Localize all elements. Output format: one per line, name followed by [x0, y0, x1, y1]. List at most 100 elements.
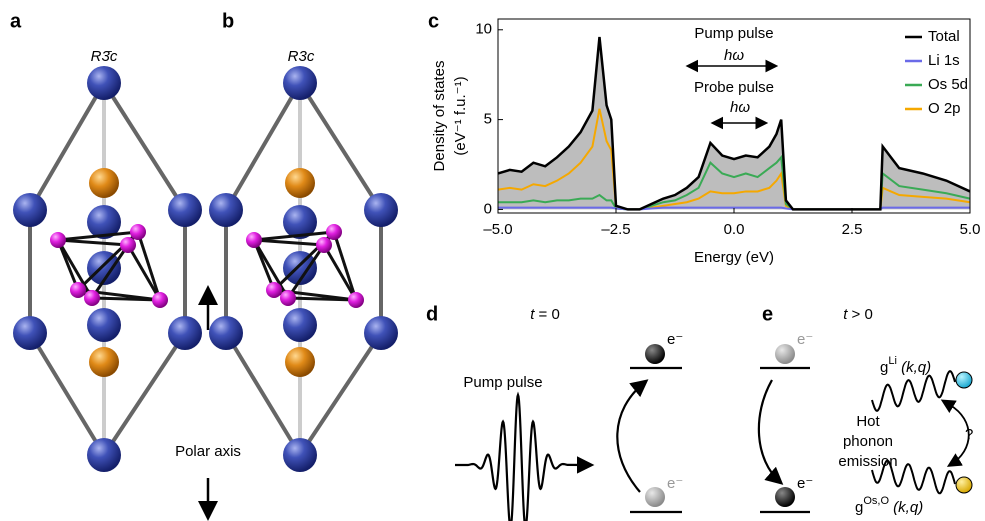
bond [286, 244, 326, 299]
superscript: Li [888, 355, 897, 367]
atom [89, 347, 119, 377]
legend-label: Os 5d [928, 76, 968, 93]
atom [13, 193, 47, 227]
atom [130, 224, 146, 240]
atom [280, 290, 296, 306]
coupling-label: gLi (k,q) [880, 355, 931, 376]
atom [87, 66, 121, 100]
bond [57, 230, 139, 242]
bond [28, 81, 106, 212]
bond [91, 296, 161, 302]
panel-label: d [426, 303, 438, 325]
args: (k,q) [889, 499, 923, 516]
phonon-wave [871, 459, 956, 495]
time-var: t [843, 306, 848, 323]
bond [224, 331, 302, 457]
bond [102, 331, 187, 457]
atom [266, 282, 282, 298]
series-line [497, 36, 971, 211]
atom [84, 290, 100, 306]
bond [56, 239, 94, 299]
atom [285, 347, 315, 377]
atom [326, 224, 342, 240]
process-label: Hot [856, 413, 880, 430]
atom [168, 316, 202, 350]
bond [102, 81, 187, 212]
electron [775, 487, 795, 507]
dos-chart: 0 5 10 –5.0 –2.5 0.0 2.5 5.0 Energy (eV) Density … [431, 18, 980, 266]
atom [13, 316, 47, 350]
electron-label: e⁻ [797, 475, 813, 492]
total-area [498, 36, 970, 210]
process-label: phonon [843, 433, 893, 450]
electron-label: e⁻ [667, 475, 683, 492]
annotation: hω [730, 99, 750, 116]
space-group: R3c [288, 48, 315, 65]
atom [364, 316, 398, 350]
atom [50, 232, 66, 248]
atom [70, 282, 86, 298]
y-axis-label: (eV⁻¹ f.u.⁻¹) [452, 76, 469, 155]
annotation: Probe pulse [694, 79, 774, 96]
panel-label: a [10, 10, 22, 32]
y-axis-label: Density of states [431, 61, 448, 172]
symbol: g [855, 499, 863, 516]
arrow [616, 379, 649, 493]
legend-label: Li 1s [928, 52, 960, 69]
atom [316, 237, 332, 253]
bond [90, 244, 130, 299]
y-tick-label: 10 [475, 21, 492, 38]
polar-axis-label: Polar axis [175, 443, 241, 460]
electron-label: e⁻ [667, 331, 683, 348]
legend-label: O 2p [928, 100, 961, 117]
legend-label: Total [928, 28, 960, 45]
electron [645, 344, 665, 364]
phonon-wave [871, 369, 956, 413]
args: (k,q) [897, 359, 931, 376]
x-axis-label: Energy (eV) [694, 249, 774, 266]
time-label: t = 0 [530, 306, 560, 323]
bond [28, 331, 106, 457]
bond [224, 81, 302, 212]
atom [283, 308, 317, 342]
superscript: Os,O [863, 495, 889, 507]
x-tick-label: –2.5 [601, 221, 630, 238]
atom [283, 438, 317, 472]
bond [57, 238, 129, 247]
bond [287, 296, 357, 302]
arrow [940, 399, 970, 467]
atom [285, 168, 315, 198]
atom [283, 205, 317, 239]
symbol: g [880, 359, 888, 376]
atom [168, 193, 202, 227]
pulse-label: Pump pulse [463, 374, 542, 391]
bond [332, 231, 358, 301]
question-mark: ? [965, 426, 973, 443]
atom [152, 292, 168, 308]
time-rel: = 0 [534, 306, 559, 323]
annotation: hω [724, 47, 744, 64]
coupling-label: gOs,O (k,q) [855, 495, 923, 516]
y-tick-label: 0 [484, 200, 492, 217]
bond [252, 239, 290, 299]
atom [87, 308, 121, 342]
bond [322, 244, 358, 301]
atom [348, 292, 364, 308]
pump-wave [455, 391, 595, 521]
phonon [955, 476, 973, 494]
electron [775, 344, 795, 364]
atom [283, 251, 317, 285]
x-tick-label: 0.0 [724, 221, 745, 238]
atom [209, 316, 243, 350]
bond [253, 230, 335, 242]
x-tick-label: 2.5 [842, 221, 863, 238]
electron [645, 487, 665, 507]
panel-label: b [222, 10, 234, 32]
phonon [955, 371, 973, 389]
panel-label: e [762, 303, 773, 325]
y-tick-label: 5 [484, 111, 492, 128]
electron-label: e⁻ [797, 331, 813, 348]
bond [126, 244, 162, 301]
atom [209, 193, 243, 227]
